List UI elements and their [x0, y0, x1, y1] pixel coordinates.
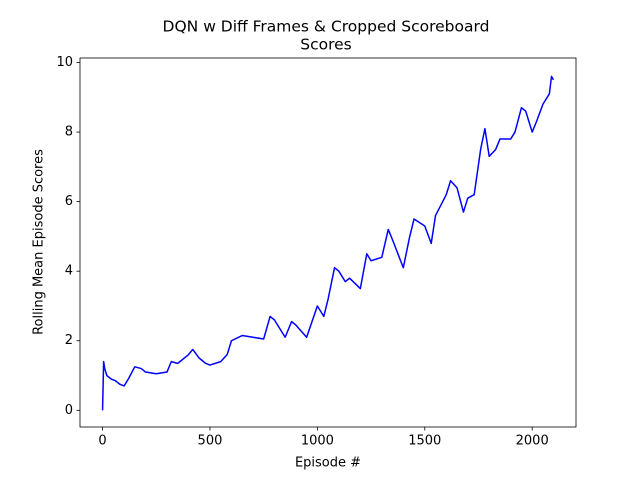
- y-tick-label: 8: [65, 125, 73, 140]
- y-tick-label: 2: [65, 333, 73, 348]
- y-tick-label: 6: [65, 194, 73, 209]
- x-tick-label: 500: [198, 434, 223, 449]
- x-tick-label: 1000: [301, 434, 334, 449]
- y-tick-label: 4: [65, 264, 73, 279]
- x-axis-label: Episode #: [295, 456, 361, 471]
- series-line: [101, 75, 555, 411]
- y-axis-label: Rolling Mean Episode Scores: [32, 149, 47, 335]
- x-tick-label: 2000: [516, 434, 549, 449]
- x-tick-label: 1500: [408, 434, 441, 449]
- axes-frame: [79, 57, 577, 428]
- chart-title: DQN w Diff Frames & Cropped Scoreboard: [163, 18, 490, 36]
- y-tick-label: 10: [56, 55, 73, 70]
- x-tick-label: 0: [98, 434, 106, 449]
- chart-subtitle: Scores: [300, 36, 352, 54]
- y-tick-label: 0: [65, 403, 73, 418]
